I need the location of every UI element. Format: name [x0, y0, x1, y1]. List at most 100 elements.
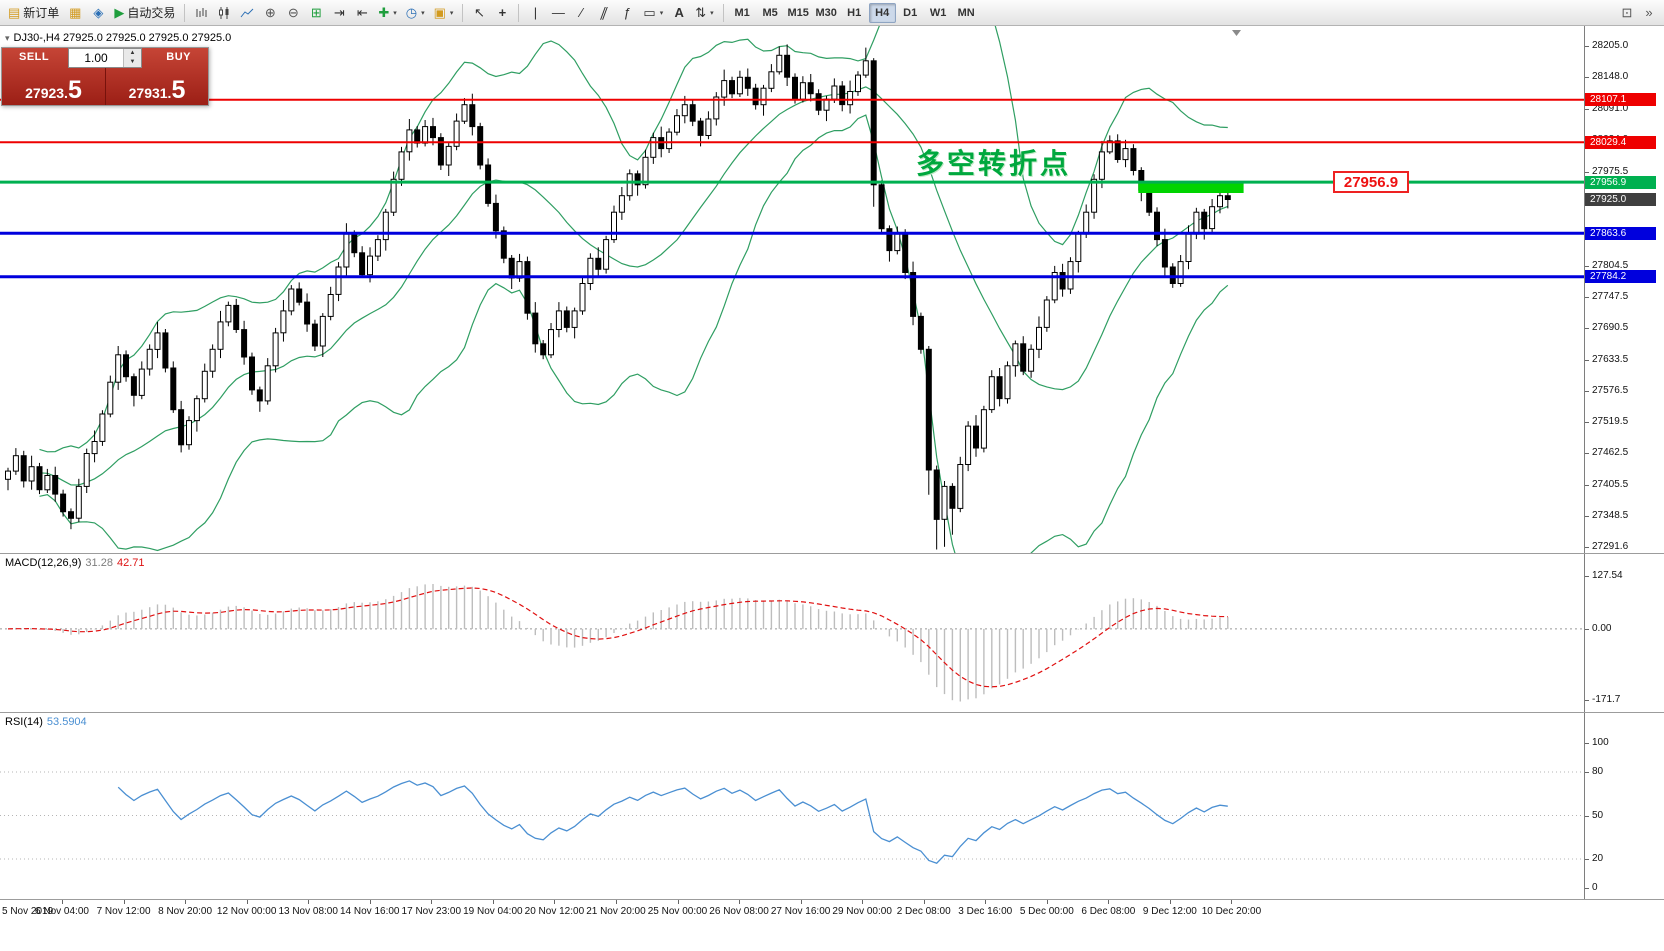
- vertical-line-button[interactable]: |: [524, 2, 546, 24]
- time-axis-tick: [246, 900, 248, 904]
- sell-price: 27923. 5: [25, 76, 82, 104]
- price-axis-label: 27633.5: [1584, 353, 1629, 365]
- toolbar-right-group: ⊡ »: [1616, 2, 1660, 24]
- rsi-axis[interactable]: 100 80 50 20 0: [1584, 713, 1664, 899]
- rsi-axis-label: 20: [1584, 853, 1604, 864]
- new-order-icon: ▤: [8, 5, 21, 20]
- time-axis[interactable]: 5 Nov 2019 6 Nov 04:00 7 Nov 12:00 8 Nov 20…: [0, 899, 1664, 951]
- timeframe-h4-button[interactable]: H4: [868, 2, 896, 23]
- trendline-button[interactable]: ∕: [570, 2, 592, 24]
- timeframe-d1-button[interactable]: D1: [897, 3, 924, 23]
- time-axis-label: 7 Nov 12:00: [96, 906, 151, 917]
- toolbar-overflow-button[interactable]: »: [1638, 2, 1660, 24]
- time-axis-tick: [615, 900, 617, 904]
- chart-annotation: 多空转折点: [916, 148, 1072, 179]
- symbol-ohlc-text: DJ30-,H4 27925.0 27925.0 27925.0 27925.0: [13, 32, 232, 44]
- time-axis-tick: [1108, 900, 1110, 904]
- candlestick-chart-button[interactable]: [213, 2, 235, 24]
- time-axis-label: 12 Nov 00:00: [216, 906, 277, 917]
- line-chart-button[interactable]: [236, 2, 258, 24]
- auto-scroll-button[interactable]: ⇥: [328, 2, 350, 24]
- new-window-button[interactable]: ⊡: [1616, 2, 1638, 24]
- price-axis-label: 27291.6: [1584, 541, 1629, 552]
- price-axis[interactable]: 28205.028148.028091.028034.027975.527918…: [1584, 26, 1664, 553]
- new-order-label: 新订单: [23, 6, 60, 20]
- channel-button[interactable]: ∥: [593, 2, 615, 24]
- price-badge: 27784.2: [1585, 270, 1656, 284]
- horizontal-line-icon: —: [551, 5, 565, 20]
- horizontal-line-button[interactable]: —: [547, 2, 569, 24]
- main-toolbar: ▤ 新订单 ▦ ◈ ▶ 自动交易 ⊕ ⊖ ⊞ ⇥ ⇤ ✚ ▾ ◷ ▾ ▣ ▾ ↖ + …: [0, 0, 1664, 26]
- price-axis-label: 27405.5: [1584, 478, 1629, 490]
- toolbar-separator: [462, 3, 464, 22]
- new-order-button[interactable]: ▤ 新订单: [4, 2, 63, 24]
- cursor-icon: ↖: [473, 5, 485, 20]
- macd-axis-label: 0.00: [1584, 622, 1612, 634]
- fibonacci-icon: ƒ: [623, 5, 632, 20]
- auto-scroll-icon: ⇥: [333, 5, 345, 20]
- macd-pane: MACD(12,26,9) 31.28 42.71 127.54 0.00 -171.7: [0, 553, 1664, 712]
- timeframe-m5-button[interactable]: M5: [757, 3, 784, 23]
- timeframe-m1-button[interactable]: M1: [729, 3, 756, 23]
- auto-trading-label: 自动交易: [127, 6, 176, 20]
- zoom-in-button[interactable]: ⊕: [259, 2, 281, 24]
- price-axis-label: 28148.0: [1584, 71, 1629, 83]
- rsi-chart[interactable]: [0, 713, 1585, 899]
- timeframe-m15-button[interactable]: M15: [785, 3, 812, 23]
- timeframe-h1-button[interactable]: H1: [841, 3, 868, 23]
- zoom-out-button[interactable]: ⊖: [282, 2, 304, 24]
- macd-chart[interactable]: [0, 554, 1585, 712]
- bar-chart-button[interactable]: [190, 2, 212, 24]
- crosshair-button[interactable]: +: [491, 2, 513, 24]
- timeframe-m30-button[interactable]: M30: [813, 3, 840, 23]
- time-axis-tick: [800, 900, 802, 904]
- time-axis-tick: [185, 900, 187, 904]
- zoom-out-icon: ⊖: [287, 5, 299, 20]
- time-axis-tick: [739, 900, 741, 904]
- rsi-label: RSI(14) 53.5904: [5, 716, 87, 728]
- time-axis-label: 13 Nov 08:00: [278, 906, 338, 917]
- candlestick-chart[interactable]: [0, 26, 1585, 553]
- auto-trading-button[interactable]: ▶ 自动交易: [110, 2, 179, 24]
- time-axis-tick: [308, 900, 310, 904]
- navigator-button[interactable]: ◈: [87, 2, 109, 24]
- time-axis-label: 9 Dec 12:00: [1142, 906, 1197, 917]
- timeframe-toolbar: M1 M5 M15 M30 H1 H4 D1 W1 MN: [729, 2, 980, 23]
- time-axis-label: 6 Nov 04:00: [35, 906, 89, 917]
- volume-down-button[interactable]: ▼: [124, 58, 141, 67]
- tile-windows-button[interactable]: ⊞: [305, 2, 327, 24]
- chart-shift-icon: ⇤: [356, 5, 368, 20]
- templates-button[interactable]: ▣ ▾: [430, 2, 458, 24]
- bar-chart-icon: [196, 7, 207, 17]
- arrows-button[interactable]: ⇅ ▾: [691, 2, 717, 24]
- cursor-button[interactable]: ↖: [468, 2, 490, 24]
- market-watch-button[interactable]: ▦: [64, 2, 86, 24]
- time-axis-label: 19 Nov 04:00: [463, 906, 523, 917]
- macd-axis[interactable]: 127.54 0.00 -171.7: [1584, 554, 1664, 712]
- chevron-down-icon: ▾: [659, 9, 664, 17]
- time-axis-tick: [431, 900, 433, 904]
- macd-main-value: 31.28: [85, 557, 113, 569]
- periods-button[interactable]: ◷ ▾: [402, 2, 429, 24]
- time-axis-label: 20 Nov 12:00: [524, 906, 585, 917]
- price-badge: 28107.1: [1585, 93, 1656, 107]
- macd-signal-value: 42.71: [116, 557, 145, 569]
- price-badge: 27863.6: [1585, 226, 1656, 240]
- volume-input[interactable]: [69, 49, 123, 67]
- volume-up-button[interactable]: ▲: [124, 49, 141, 58]
- chevron-down-icon: ▾: [421, 9, 425, 17]
- timeframe-mn-button[interactable]: MN: [953, 3, 980, 23]
- timeframe-w1-button[interactable]: W1: [925, 3, 952, 23]
- fibonacci-button[interactable]: ƒ: [616, 2, 638, 24]
- candlestick-chart-icon: [219, 6, 229, 19]
- rsi-axis-label: 80: [1584, 766, 1604, 777]
- text-button[interactable]: A: [668, 2, 690, 24]
- price-axis-label: 27690.5: [1584, 322, 1629, 334]
- shapes-button[interactable]: ▭ ▾: [639, 2, 667, 24]
- spin-down-icon: ▼: [129, 59, 136, 65]
- one-click-collapse-icon[interactable]: ▾: [5, 32, 10, 43]
- chart-shift-button[interactable]: ⇤: [351, 2, 373, 24]
- indicators-button[interactable]: ✚ ▾: [374, 2, 400, 24]
- channel-icon: ∥: [598, 5, 611, 20]
